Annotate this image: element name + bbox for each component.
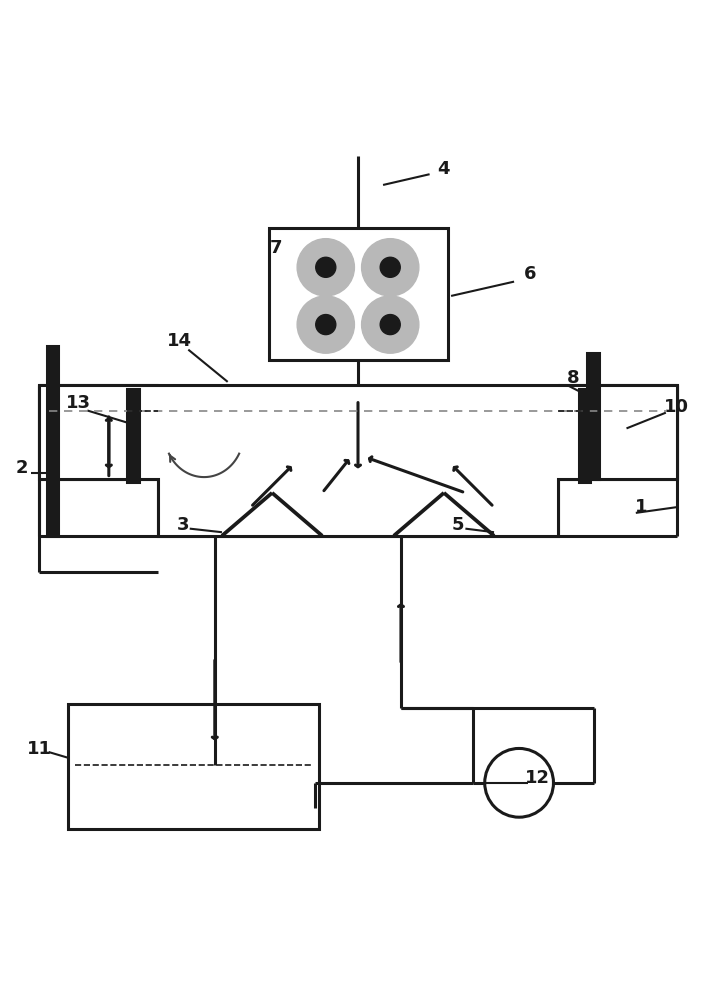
Bar xyxy=(587,353,599,479)
Text: 5: 5 xyxy=(452,516,465,534)
Text: 7: 7 xyxy=(269,239,282,257)
Bar xyxy=(47,346,58,536)
Circle shape xyxy=(316,315,336,335)
Circle shape xyxy=(362,239,419,296)
Text: 1: 1 xyxy=(634,498,647,516)
Circle shape xyxy=(316,257,336,277)
Text: 11: 11 xyxy=(27,740,52,758)
Text: 8: 8 xyxy=(566,369,579,387)
Bar xyxy=(268,228,448,360)
Bar xyxy=(68,704,319,829)
Text: 4: 4 xyxy=(437,160,450,178)
Text: 2: 2 xyxy=(15,459,28,477)
Circle shape xyxy=(297,239,354,296)
Circle shape xyxy=(380,315,400,335)
Text: 12: 12 xyxy=(525,769,549,787)
Text: 14: 14 xyxy=(167,332,191,350)
Bar xyxy=(127,389,139,482)
Text: 6: 6 xyxy=(523,265,536,283)
Text: 10: 10 xyxy=(664,398,689,416)
Circle shape xyxy=(297,296,354,353)
Polygon shape xyxy=(39,385,677,536)
Bar xyxy=(579,389,590,482)
Text: 13: 13 xyxy=(67,394,91,412)
Circle shape xyxy=(362,296,419,353)
Text: 3: 3 xyxy=(176,516,189,534)
Circle shape xyxy=(380,257,400,277)
